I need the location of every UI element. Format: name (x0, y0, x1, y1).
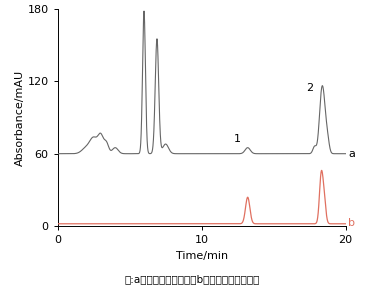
Text: 注:a为样品溶液色谱图，b为标准溶液色谱图。: 注:a为样品溶液色谱图，b为标准溶液色谱图。 (124, 274, 260, 284)
Text: a: a (349, 149, 355, 159)
Text: 1: 1 (234, 134, 241, 144)
X-axis label: Time/min: Time/min (175, 251, 228, 261)
Y-axis label: Absorbance/mAU: Absorbance/mAU (15, 69, 25, 166)
Text: 2: 2 (306, 83, 313, 93)
Text: b: b (349, 218, 356, 228)
